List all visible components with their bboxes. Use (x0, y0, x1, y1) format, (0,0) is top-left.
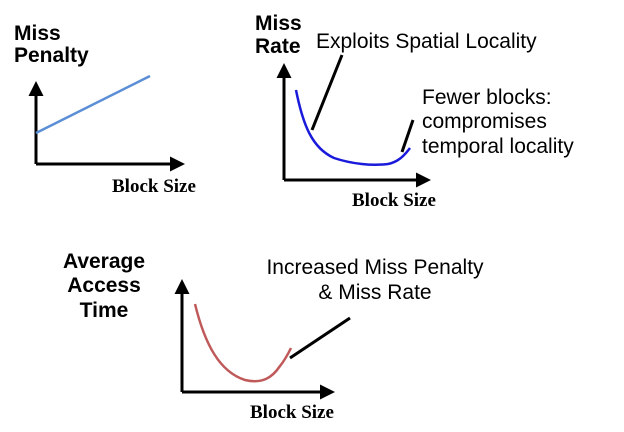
access-time-ylabel-line3: Time (80, 299, 129, 322)
access-time-annotation-line2: & Miss Rate (318, 281, 431, 304)
access-time-curve (193, 303, 293, 383)
temporal-locality-annotation-line1: Fewer blocks: (422, 86, 552, 109)
spatial-locality-annotation: Exploits Spatial Locality (316, 30, 537, 53)
miss-penalty-line (35, 74, 151, 135)
temporal-locality-annotation-line3: temporal locality (422, 135, 574, 158)
miss-penalty-ylabel-line1: Miss (14, 22, 61, 45)
miss-rate-xlabel: Block Size (352, 190, 436, 211)
access-time-ylabel-line2: Access (67, 274, 141, 297)
miss-rate-ylabel-line1: Miss (255, 12, 302, 35)
temporal-locality-leader-line (400, 119, 415, 153)
miss-rate-ylabel-line2: Rate (255, 35, 301, 58)
access-time-annotation-line1: Increased Miss Penalty (266, 256, 484, 279)
miss-penalty-xlabel: Block Size (112, 176, 196, 197)
miss-penalty-ylabel-line2: Penalty (14, 44, 89, 67)
panel-miss-penalty: Miss Penalty Block Size (14, 22, 196, 197)
access-time-xlabel: Block Size (250, 402, 334, 423)
temporal-locality-annotation-line2: compromises (422, 110, 547, 133)
access-time-leader-line (289, 316, 351, 360)
miss-rate-curve (294, 89, 411, 166)
panel-miss-rate: Miss Rate Exploits Spatial Locality Fewe… (255, 12, 574, 211)
spatial-locality-leader-line (310, 54, 344, 131)
panel-average-access-time: Average Access Time Increased Miss Penal… (63, 250, 484, 423)
access-time-ylabel-line1: Average (63, 250, 145, 273)
